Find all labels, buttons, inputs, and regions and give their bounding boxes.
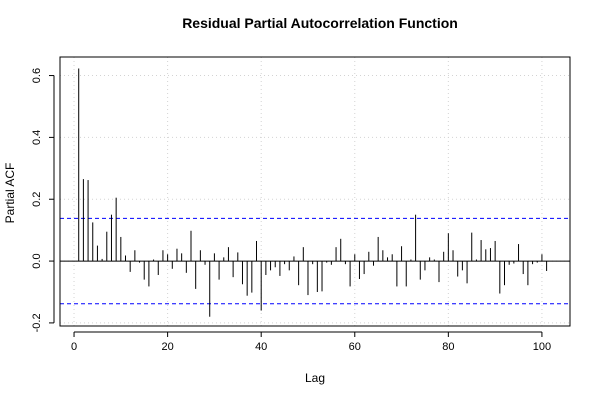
pacf-bars	[78, 68, 548, 317]
x-tick-label: 100	[533, 341, 551, 353]
x-tick-label: 80	[442, 341, 454, 353]
chart-title: Residual Partial Autocorrelation Functio…	[182, 15, 458, 31]
x-axis-label: Lag	[305, 371, 325, 385]
x-tick-label: 20	[161, 341, 173, 353]
x-tick-label: 40	[255, 341, 267, 353]
x-tick-label: 60	[349, 341, 361, 353]
grid	[60, 57, 570, 326]
y-axis: -0.2 0.0 0.2 0.4 0.6	[31, 68, 55, 332]
y-tick-label: 0.6	[31, 68, 43, 83]
y-axis-label: Partial ACF	[3, 163, 17, 224]
confidence-bounds	[60, 217, 570, 305]
y-tick-label: 0.2	[31, 192, 43, 207]
x-tick-label: 0	[71, 341, 77, 353]
y-tick-label: 0.0	[31, 253, 43, 268]
y-tick-label: 0.4	[31, 130, 43, 145]
x-axis: 0 20 40 60 80 100	[71, 331, 551, 353]
plot-frame	[59, 56, 571, 327]
y-tick-label: -0.2	[31, 313, 43, 332]
